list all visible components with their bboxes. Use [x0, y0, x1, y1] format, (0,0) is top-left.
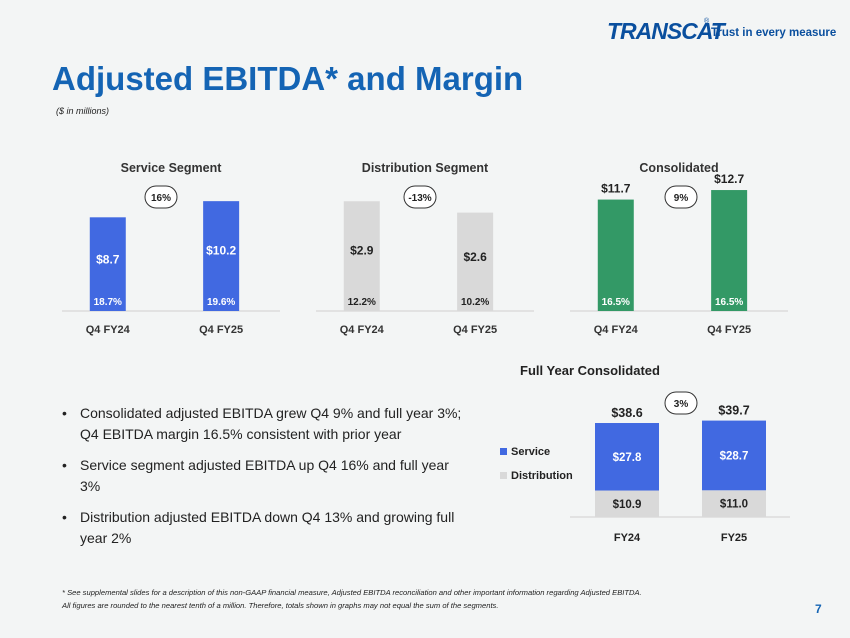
bar-value-label-distribution-1: $2.9 — [350, 244, 374, 258]
bar-value-label-consolidated-2: $12.7 — [714, 172, 744, 186]
bar-value-label-full-year-distribution-2: $11.0 — [720, 499, 748, 511]
bar-value-label-service-1: $8.7 — [96, 253, 120, 267]
growth-badge-full-year: 3% — [674, 399, 689, 410]
legend-label-distribution: Distribution — [511, 470, 573, 482]
tick-label-consolidated-1: Q4 FY24 — [594, 324, 639, 336]
bullet-item-consolidated: Consolidated adjusted EBITDA grew Q4 9% … — [62, 403, 462, 445]
tick-label-service-2: Q4 FY25 — [199, 324, 243, 336]
bar-distribution-1 — [343, 201, 380, 311]
bar-full-year-service-2 — [702, 420, 766, 491]
bar-value-label-consolidated-1: $11.7 — [601, 182, 631, 196]
chart-title-full-year: Full Year Consolidated — [520, 363, 660, 378]
bar-consolidated-1 — [597, 199, 634, 311]
legend-swatch-service — [500, 448, 507, 455]
growth-badge-distribution-oval — [403, 185, 437, 209]
legend-swatch-distribution — [500, 472, 507, 479]
bar-value-label-full-year-service-2: $28.7 — [720, 450, 749, 462]
bar-margin-label-service-2: 19.6% — [207, 297, 235, 308]
footnote-line-1: * See supplemental slides for a descript… — [62, 588, 642, 597]
chart-title-distribution: Distribution Segment — [362, 161, 489, 175]
page-number: 7 — [815, 602, 822, 616]
legend-label-service: Service — [511, 446, 550, 458]
bar-consolidated-2 — [711, 190, 748, 311]
bar-value-label-service-2: $10.2 — [206, 243, 236, 257]
footnote: * See supplemental slides for a descript… — [62, 587, 822, 612]
growth-badge-consolidated-oval — [664, 185, 698, 209]
bar-distribution-2 — [457, 212, 494, 311]
logo-registered-mark: ® — [704, 18, 710, 25]
bar-total-label-full-year-2: $39.7 — [718, 404, 749, 418]
transcat-logo: TRANSCAT ® Trust in every measure — [607, 18, 836, 44]
page-title: Adjusted EBITDA* and Margin — [52, 60, 524, 97]
tick-label-service-1: Q4 FY24 — [86, 324, 131, 336]
bar-service-2 — [203, 201, 240, 311]
chart-title-service: Service Segment — [121, 161, 223, 175]
bar-margin-label-distribution-1: 12.2% — [348, 297, 376, 308]
bar-service-1 — [89, 217, 126, 311]
growth-badge-service: 16% — [151, 193, 171, 204]
logo-tagline: Trust in every measure — [711, 27, 837, 39]
tick-label-consolidated-2: Q4 FY25 — [707, 324, 751, 336]
bar-total-label-full-year-1: $38.6 — [611, 406, 642, 420]
bar-full-year-service-1 — [595, 423, 659, 491]
bar-margin-label-consolidated-1: 16.5% — [602, 297, 630, 308]
growth-badge-consolidated: 9% — [674, 193, 689, 204]
bullet-item-service: Service segment adjusted EBITDA up Q4 16… — [62, 455, 462, 497]
bar-margin-label-service-1: 18.7% — [94, 297, 122, 308]
bullet-list: Consolidated adjusted EBITDA grew Q4 9% … — [62, 403, 462, 559]
bar-value-label-distribution-2: $2.6 — [463, 250, 487, 264]
chart-title-consolidated: Consolidated — [639, 161, 718, 175]
tick-label-full-year-1: FY24 — [614, 532, 641, 544]
footnote-line-2: All figures are rounded to the nearest t… — [62, 600, 499, 610]
tick-label-distribution-2: Q4 FY25 — [453, 324, 497, 336]
logo-wordmark: TRANSCAT — [607, 18, 725, 44]
bullet-item-distribution: Distribution adjusted EBITDA down Q4 13%… — [62, 507, 462, 549]
page-subtitle: ($ in millions) — [56, 106, 110, 116]
growth-badge-service-oval — [144, 185, 178, 209]
growth-badge-distribution: -13% — [408, 193, 431, 204]
bar-margin-label-distribution-2: 10.2% — [461, 297, 489, 308]
growth-badge-full-year-oval — [664, 391, 698, 415]
bar-full-year-distribution-1 — [595, 490, 659, 517]
bar-full-year-distribution-2 — [702, 490, 766, 517]
bar-margin-label-consolidated-2: 16.5% — [715, 297, 743, 308]
bar-value-label-full-year-service-1: $27.8 — [613, 452, 642, 464]
tick-label-distribution-1: Q4 FY24 — [340, 324, 385, 336]
tick-label-full-year-2: FY25 — [721, 532, 747, 544]
bar-value-label-full-year-distribution-1: $10.9 — [613, 499, 642, 511]
